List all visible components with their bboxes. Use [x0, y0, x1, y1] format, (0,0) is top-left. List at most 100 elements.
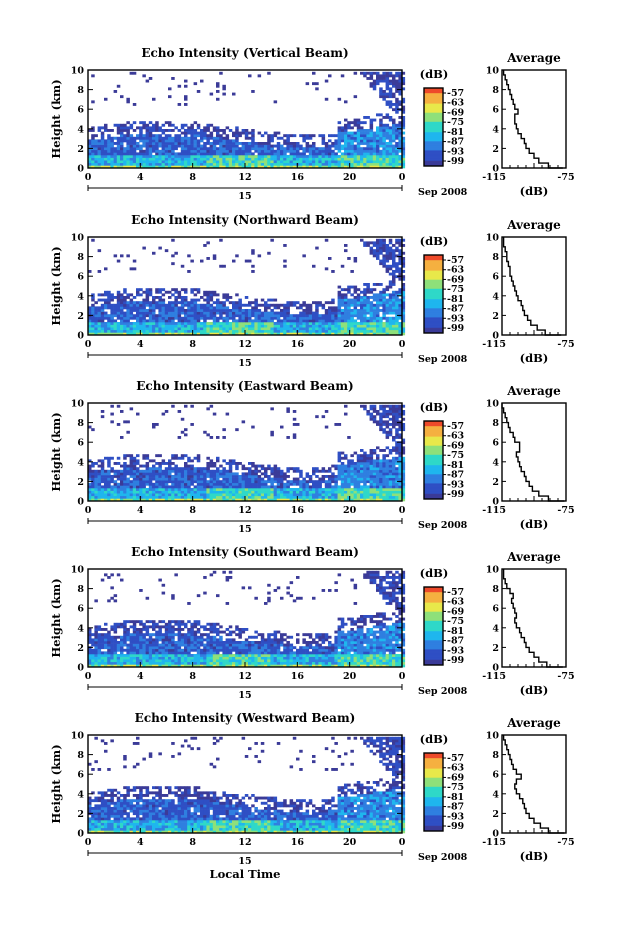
colorbar-swatch	[424, 146, 443, 149]
colorbar-swatch	[424, 463, 443, 466]
panel-1: Echo Intensity (Northward Beam) Height (k…	[49, 213, 575, 369]
colorbar-swatch	[424, 297, 443, 300]
colorbar-swatch	[424, 327, 443, 330]
x-tick-label: 0	[85, 837, 92, 848]
colorbar-swatch	[424, 123, 443, 125]
colorbar-swatch	[424, 602, 443, 605]
colorbar-swatch	[424, 650, 443, 653]
colorbar-swatch	[424, 803, 443, 806]
colorbar-swatch	[424, 467, 443, 470]
colorbar-swatch	[424, 147, 443, 150]
colorbar-swatch	[424, 779, 443, 781]
colorbar-swatch	[424, 488, 443, 491]
colorbar-swatch	[424, 98, 443, 101]
colorbar-swatch	[424, 133, 443, 136]
x-tick-label: 20	[343, 172, 357, 183]
colorbar-swatch	[424, 156, 443, 159]
colorbar-swatch	[424, 628, 443, 631]
average-x-tick-label: -115	[482, 671, 506, 682]
x-tick-label: 16	[291, 837, 305, 848]
colorbar-swatch	[424, 609, 443, 611]
colorbar-swatch	[424, 475, 443, 478]
x-tick-label: 0	[399, 671, 406, 682]
colorbar-swatch	[424, 753, 443, 755]
colorbar-swatch	[424, 465, 443, 467]
colorbar-swatch	[424, 633, 443, 636]
date-label: Sep 2008	[418, 354, 468, 365]
colorbar-swatch	[424, 114, 443, 116]
colorbar-swatch	[424, 159, 443, 162]
colorbar-swatch	[424, 286, 443, 288]
colorbar-swatch	[424, 777, 443, 780]
average-y-tick-label: 8	[492, 418, 499, 429]
colorbar-swatch	[424, 279, 443, 282]
colorbar-swatch	[424, 491, 443, 493]
colorbar-swatch	[424, 309, 443, 312]
colorbar-swatch	[424, 437, 443, 440]
colorbar-tick-label: -87	[447, 802, 464, 813]
average-x-tick-label: -75	[557, 505, 574, 516]
date-label: Sep 2008	[418, 852, 468, 863]
day-label: 15	[238, 690, 251, 701]
colorbar-swatch	[424, 91, 443, 94]
colorbar-swatch	[424, 627, 443, 629]
y-tick-label: 2	[77, 311, 84, 322]
colorbar-swatch	[424, 762, 443, 764]
colorbar-swatch	[424, 624, 443, 627]
colorbar-swatch	[424, 808, 443, 811]
colorbar-swatch	[424, 158, 443, 160]
colorbar-swatch	[424, 278, 443, 281]
colorbar-swatch	[424, 104, 443, 107]
x-tick-label: 12	[238, 172, 251, 183]
colorbar-swatch	[424, 786, 443, 789]
y-tick-label: 4	[77, 789, 84, 800]
colorbar-swatch	[424, 265, 443, 268]
colorbar-swatch	[424, 797, 443, 799]
colorbar-swatch	[424, 421, 443, 423]
average-frame	[501, 402, 567, 502]
average-y-tick-label: 2	[492, 144, 499, 155]
colorbar-swatch	[424, 794, 443, 797]
average-y-tick-label: 0	[492, 331, 499, 342]
average-x-label: (dB)	[520, 184, 549, 198]
panel-2: Echo Intensity (Eastward Beam) Height (km…	[49, 379, 575, 535]
colorbar-swatch	[424, 495, 443, 497]
colorbar-swatch	[424, 618, 443, 620]
colorbar-swatch	[424, 592, 443, 594]
colorbar-swatch	[424, 597, 443, 600]
colorbar-swatch	[424, 493, 443, 496]
x-tick-label: 8	[189, 505, 196, 516]
colorbar-swatch	[424, 767, 443, 769]
colorbar-swatch	[424, 321, 443, 323]
average-y-tick-label: 8	[492, 750, 499, 761]
colorbar-swatch	[424, 312, 443, 314]
colorbar-swatch	[424, 613, 443, 615]
y-tick-label: 8	[77, 584, 84, 595]
colorbar-swatch	[424, 616, 443, 619]
colorbar-swatch	[424, 452, 443, 454]
x-tick-label: 16	[291, 172, 305, 183]
colorbar-swatch	[424, 760, 443, 763]
colorbar-swatch	[424, 823, 443, 825]
x-tick-label: 4	[137, 837, 144, 848]
colorbar-swatch	[424, 264, 443, 266]
colorbar-swatch	[424, 134, 443, 137]
x-tick-label: 8	[189, 172, 196, 183]
colorbar-swatch	[424, 116, 443, 119]
colorbar-swatch	[424, 806, 443, 808]
average-y-tick-label: 6	[492, 438, 499, 449]
colorbar-swatch	[424, 445, 443, 448]
colorbar-swatch	[424, 593, 443, 596]
x-tick-label: 20	[343, 837, 357, 848]
colorbar-swatch	[424, 496, 443, 499]
panel-title: Echo Intensity (Vertical Beam)	[141, 46, 348, 60]
colorbar-swatch	[424, 812, 443, 815]
y-tick-label: 0	[77, 164, 84, 175]
colorbar-swatch	[424, 626, 443, 628]
colorbar-swatch	[424, 773, 443, 776]
colorbar-swatch	[424, 788, 443, 790]
average-x-tick-label: -115	[482, 172, 506, 183]
average-y-tick-label: 4	[492, 291, 499, 302]
x-tick-label: 12	[238, 837, 251, 848]
average-profile-line	[502, 735, 565, 834]
